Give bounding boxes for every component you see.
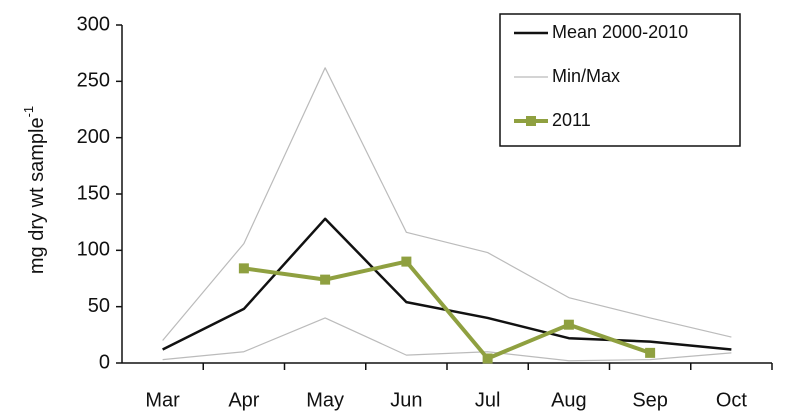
x-tick-label: Apr <box>228 389 259 411</box>
y-tick-label: 250 <box>77 70 110 92</box>
legend-label: 2011 <box>552 110 591 130</box>
y-tick-label: 300 <box>77 13 110 35</box>
y-axis-label: mg dry wt sample-1 <box>21 106 48 274</box>
legend-marker <box>526 116 536 126</box>
x-tick-label: Mar <box>145 389 180 411</box>
x-tick-label: May <box>306 389 344 411</box>
x-tick-label: Oct <box>716 389 748 411</box>
y-axis-label-text: mg dry wt sample <box>26 117 48 274</box>
y-tick-label: 150 <box>77 182 110 204</box>
y-tick-label: 0 <box>99 351 110 373</box>
x-tick-label: Jun <box>390 389 422 411</box>
legend-label: Mean 2000-2010 <box>552 22 688 42</box>
point <box>482 353 493 364</box>
y-tick-label: 100 <box>77 239 110 261</box>
point <box>645 347 656 358</box>
series-line <box>162 217 732 351</box>
legend-label: Min/Max <box>552 66 620 86</box>
legend-box <box>499 13 741 147</box>
y-tick-label: 50 <box>88 295 110 317</box>
point <box>320 274 331 285</box>
series-line-lower <box>162 317 732 362</box>
y-axis-label-superscript: -1 <box>21 106 36 118</box>
point <box>238 263 249 274</box>
x-tick-label: Aug <box>551 389 587 411</box>
x-tick-label: Sep <box>632 389 668 411</box>
point <box>401 256 412 267</box>
y-tick-label: 200 <box>77 126 110 148</box>
series-line <box>243 259 651 361</box>
series-line <box>162 67 732 341</box>
point <box>563 319 574 330</box>
x-tick-label: Jul <box>475 389 501 411</box>
